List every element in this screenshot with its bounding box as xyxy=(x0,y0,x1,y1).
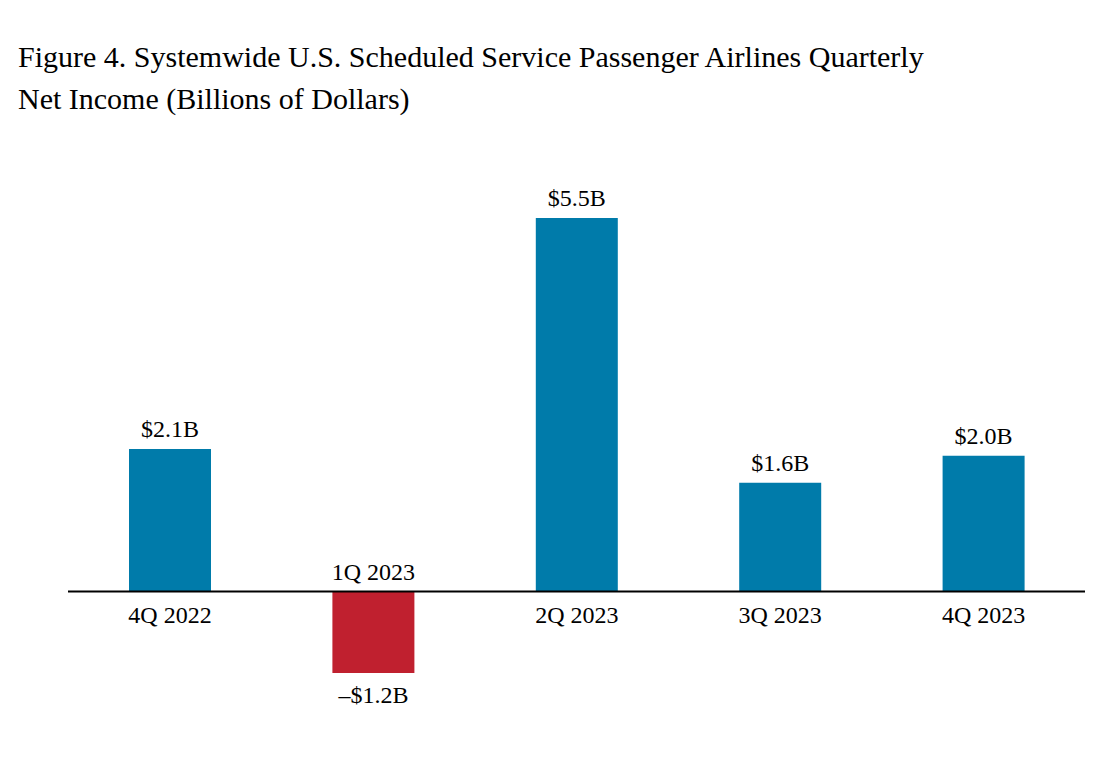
svg-text:3Q 2023: 3Q 2023 xyxy=(739,602,822,628)
svg-text:$1.6B: $1.6B xyxy=(751,450,809,476)
svg-text:4Q 2023: 4Q 2023 xyxy=(942,602,1025,628)
svg-text:$2.1B: $2.1B xyxy=(141,416,199,442)
svg-text:$2.0B: $2.0B xyxy=(955,423,1013,449)
svg-text:–$1.2B: –$1.2B xyxy=(337,682,408,708)
html-text:Figure 4. Systemwide U.S. Sche: Figure 4. Systemwide U.S. Scheduled Serv… xyxy=(18,40,924,115)
svg-text:$5.5B: $5.5B xyxy=(548,185,606,211)
svg-text:4Q 2022: 4Q 2022 xyxy=(128,602,211,628)
svg-text:1Q 2023: 1Q 2023 xyxy=(332,559,415,585)
svg-text:2Q 2023: 2Q 2023 xyxy=(535,602,618,628)
